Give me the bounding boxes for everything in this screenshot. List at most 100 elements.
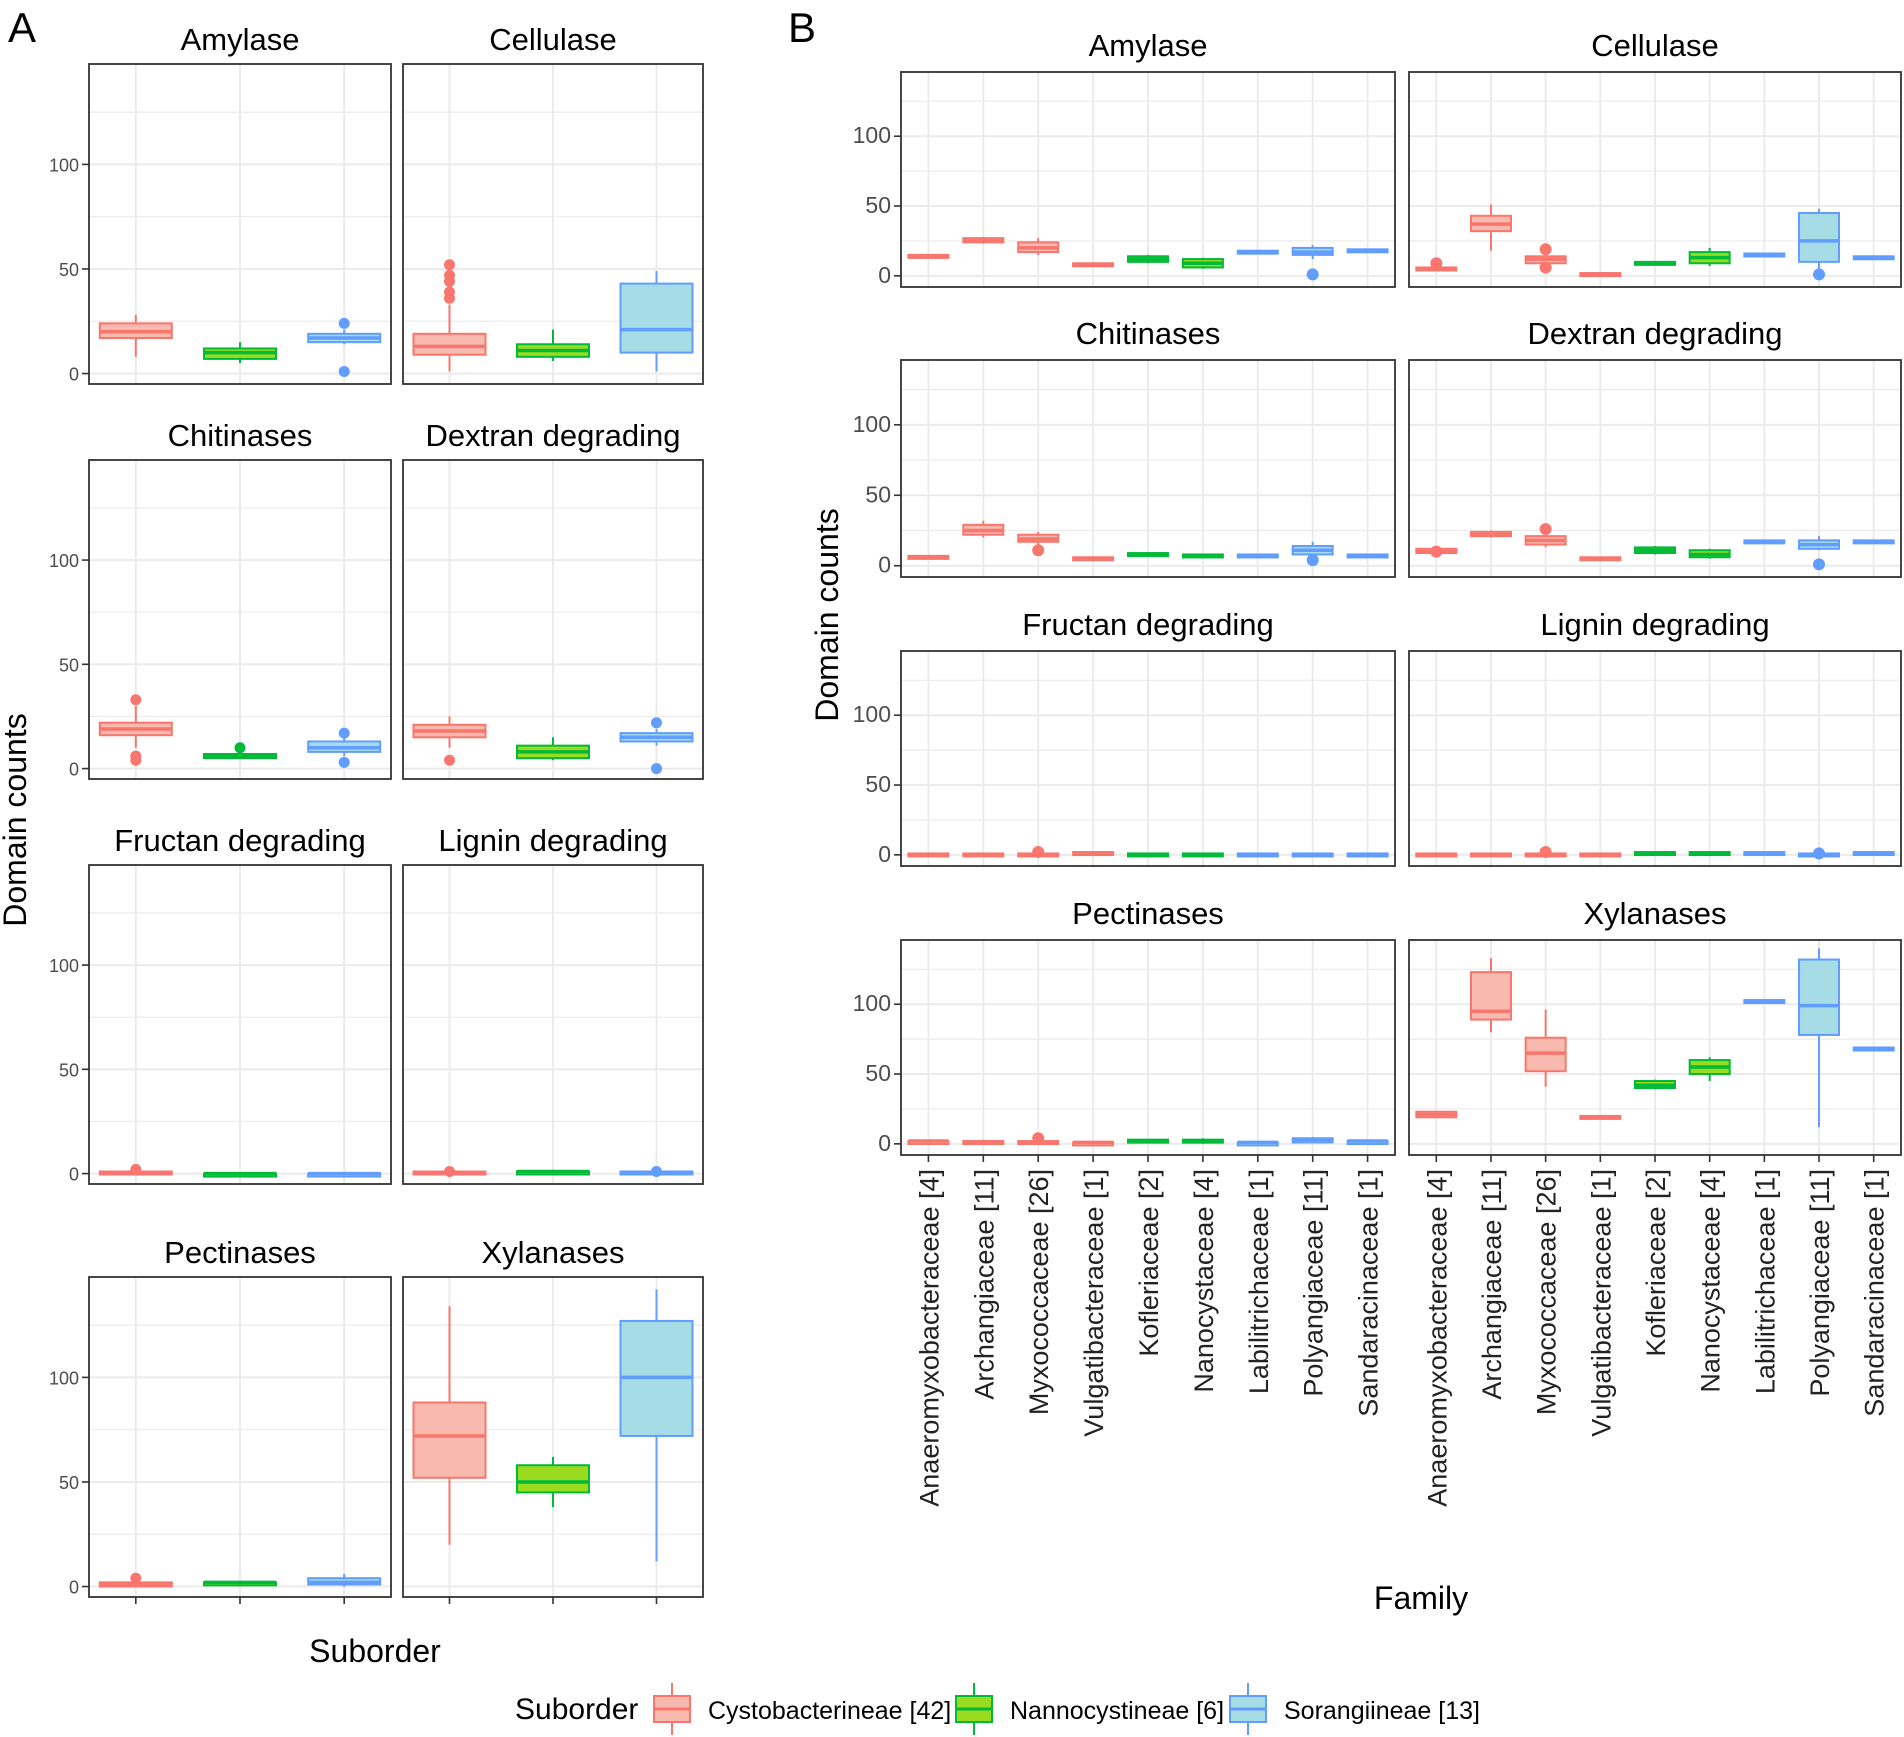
outlier-point (1306, 554, 1319, 567)
outlier-point (1539, 523, 1552, 536)
box-archangiaceae-11 (962, 1139, 1005, 1146)
box-myxococcaceae-26 (1017, 846, 1060, 859)
x-category-label: Labilitrichaceae [1] (1750, 1169, 1780, 1394)
box-cystobacterineae (98, 1572, 173, 1588)
box-nanocystaceae-4 (1181, 1138, 1224, 1144)
box-anaeromyxobacteraceae-4 (907, 554, 950, 560)
facet-dextran-degrading: Dextran degrading (402, 418, 704, 780)
x-category-label: Nanocystaceae [4] (1696, 1169, 1726, 1393)
box-vulgatibacteraceae-1 (1579, 272, 1622, 278)
box-myxococcaceae-26 (1524, 1009, 1567, 1087)
box-iqr (516, 1464, 590, 1494)
box-sorangiineae (619, 717, 694, 775)
y-tick-label: 50 (59, 260, 79, 280)
y-tick-label: 0 (878, 262, 891, 288)
outlier-point (338, 365, 350, 377)
box-cystobacterineae (98, 1163, 173, 1176)
y-tick-label: 100 (49, 1368, 79, 1388)
box-vulgatibacteraceae-1 (1072, 1140, 1115, 1147)
x-category-label: Kofleriaceae [2] (1134, 1169, 1164, 1357)
box-polyangiaceae-11 (1798, 948, 1841, 1128)
box-sandaracinaceae-1 (1346, 852, 1389, 858)
box-nanocystaceae-4 (1181, 852, 1224, 858)
facet-fructan-degrading: Fructan degrading 0 50 100 (49, 823, 392, 1185)
box-archangiaceae-11 (1469, 530, 1512, 538)
x-category-label: Sandaracinaceae [1] (1860, 1169, 1890, 1417)
box-archangiaceae-11 (1469, 852, 1512, 858)
legend-label: Nannocystineae [6] (1010, 1697, 1224, 1725)
y-tick-label: 50 (865, 1060, 891, 1086)
box-labilitrichaceae-1 (1236, 852, 1279, 858)
facet-lignin-degrading: Lignin degrading (1408, 607, 1902, 867)
facet-lignin-degrading: Lignin degrading (402, 823, 704, 1185)
y-tick-label: 0 (878, 552, 891, 578)
legend-key-3: Sorangiineae [13] (1229, 1683, 1480, 1735)
box-sandaracinaceae-1 (1346, 553, 1389, 559)
box-vulgatibacteraceae-1 (1072, 851, 1115, 857)
outlier-point (444, 259, 455, 271)
panel-border (900, 71, 1396, 288)
y-axis-title: Domain counts (809, 508, 845, 721)
outlier-point (651, 763, 662, 775)
outlier-point (130, 754, 142, 766)
legend: Suborder Cystobacterineae [42] Nannocysti… (515, 1683, 1480, 1735)
box-nanocystaceae-4 (1688, 548, 1731, 559)
box-nanocystaceae-4 (1181, 553, 1224, 559)
x-category-label: Nanocystaceae [4] (1189, 1169, 1219, 1393)
box-polyangiaceae-11 (1291, 1136, 1334, 1144)
panel-b-label: B (788, 4, 816, 51)
box-myxococcaceae-26 (1524, 846, 1567, 859)
box-myxococcaceae-26 (1017, 1132, 1060, 1146)
outlier-point (1539, 261, 1552, 274)
box-polyangiaceae-11 (1291, 541, 1334, 567)
box-anaeromyxobacteraceae-4 (907, 253, 950, 259)
facet-title: Chitinases (1076, 316, 1221, 351)
y-tick-label: 100 (49, 551, 79, 571)
box-kofleriaceae-2 (1127, 552, 1169, 558)
box-kofleriaceae-2 (1634, 851, 1676, 857)
facet-amylase: Amylase 0 50 100 (49, 22, 392, 385)
panel-b: B Amylase 0 50 100 Cellulase Chitinases 0 50 100… (788, 4, 1902, 1616)
box-polyangiaceae-11 (1291, 245, 1334, 281)
outlier-point (338, 756, 350, 768)
facet-pectinases: Pectinases 0 50 100 Anaeromyxobacteraceae [4… (853, 896, 1396, 1507)
facet-title: Xylanases (1583, 896, 1726, 931)
box-labilitrichaceae-1 (1743, 252, 1786, 258)
facet-chitinases: Chitinases 0 50 100 (853, 316, 1396, 578)
outlier-point (1032, 846, 1045, 859)
legend-key-2: Nannocystineae [6] (955, 1683, 1224, 1735)
facet-title: Lignin degrading (1540, 607, 1769, 642)
x-category-label: Vulgatibacteraceae [1] (1079, 1169, 1109, 1437)
facet-fructan-degrading: Fructan degrading 0 50 100 (853, 607, 1396, 867)
box-nanocystaceae-4 (1181, 257, 1224, 269)
box-sandaracinaceae-1 (1852, 851, 1895, 857)
facet-title: Xylanases (481, 1235, 624, 1270)
box-kofleriaceae-2 (1127, 1138, 1169, 1144)
box-anaeromyxobacteraceae-4 (1415, 545, 1458, 558)
box-sorangiineae (619, 1289, 694, 1562)
facet-amylase: Amylase 0 50 100 (853, 28, 1396, 288)
panel-border (1408, 359, 1902, 578)
box-nanocystaceae-4 (1688, 1057, 1731, 1082)
box-nannocystineae (516, 1456, 590, 1508)
legend-label: Cystobacterineae [42] (708, 1697, 951, 1725)
box-cystobacterineae (412, 716, 487, 766)
box-cystobacterineae (412, 1306, 487, 1545)
x-category-label: Polyangiaceae [11] (1805, 1169, 1835, 1397)
box-nanocystaceae-4 (1688, 851, 1731, 857)
box-myxococcaceae-26 (1524, 243, 1567, 274)
y-tick-label: 50 (59, 1473, 79, 1493)
outlier-point (444, 754, 455, 766)
y-tick-label: 50 (865, 771, 891, 797)
panel-border (88, 63, 392, 385)
outlier-point (651, 717, 662, 729)
box-myxococcaceae-26 (1017, 238, 1060, 255)
outlier-point (1813, 558, 1826, 571)
x-category-label: Myxococcaceae [26] (1532, 1169, 1562, 1415)
box-sorangiineae (307, 317, 382, 377)
y-tick-label: 0 (69, 760, 79, 780)
box-anaeromyxobacteraceae-4 (1415, 852, 1458, 858)
box-nannocystineae (203, 742, 277, 760)
x-category-label: Anaeromyxobacteraceae [4] (1422, 1169, 1452, 1507)
box-kofleriaceae-2 (1634, 546, 1676, 555)
